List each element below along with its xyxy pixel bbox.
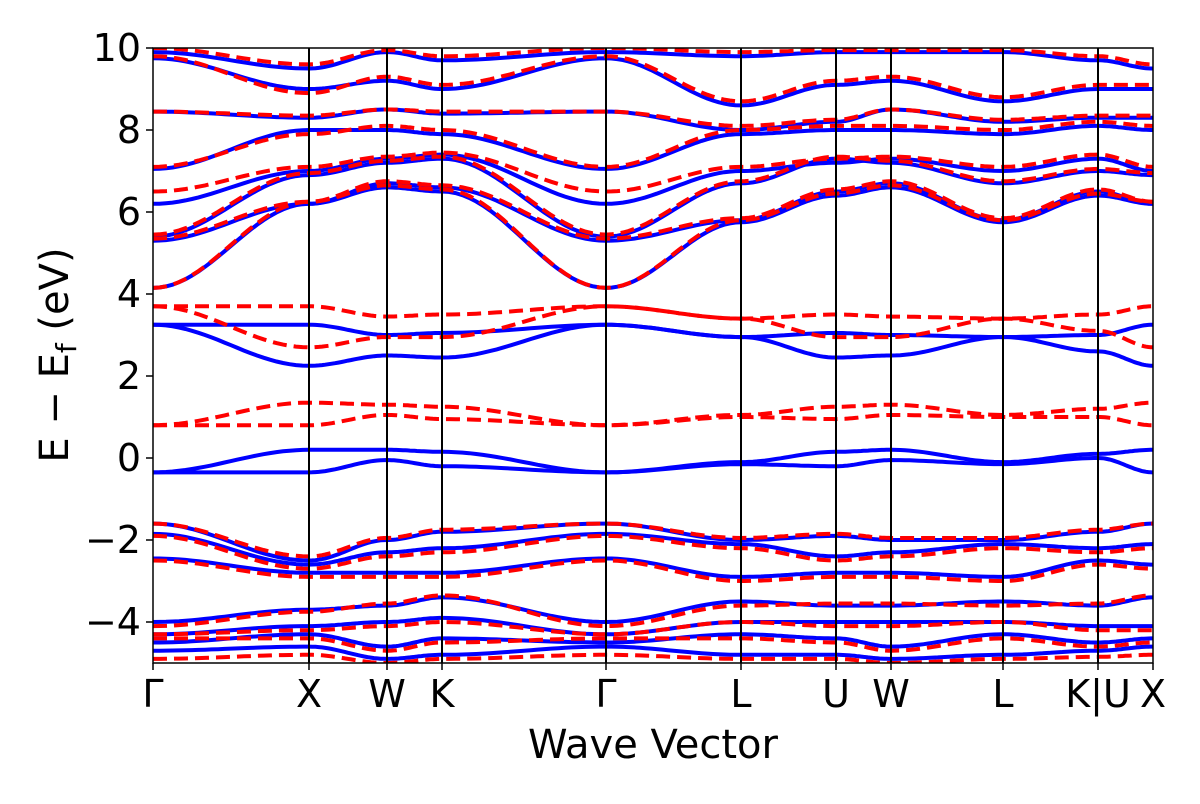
x-tick-label: W	[872, 672, 910, 716]
x-axis-label: Wave Vector	[528, 722, 779, 768]
x-tick-label: K|U	[1065, 672, 1131, 717]
spin-down-band-3	[153, 119, 1153, 169]
x-tick-label: K	[430, 672, 456, 716]
x-tick-label: X	[1140, 672, 1166, 716]
x-tick-label: Γ	[142, 672, 163, 716]
x-tick-label: W	[368, 672, 406, 716]
x-tick-label: L	[992, 672, 1013, 716]
x-tick-label: Γ	[595, 672, 616, 716]
y-axis: −4 −2 0 2 4 6 8 10	[85, 26, 153, 644]
y-tick-label: 6	[117, 190, 141, 234]
y-axis-label-subscript: f	[50, 342, 83, 353]
y-axis-label-main: E − E	[32, 353, 78, 463]
x-tick-label: L	[730, 672, 751, 716]
spin-down-band-1	[153, 54, 1153, 104]
spin-down-band-7	[153, 183, 1153, 290]
y-tick-label: −4	[85, 600, 141, 644]
x-tick-label: U	[822, 672, 850, 716]
y-axis-label: E − Ef (eV)	[32, 247, 83, 462]
y-axis-label-unit: (eV)	[32, 247, 78, 343]
y-tick-label: 10	[93, 26, 141, 70]
x-axis: Γ X W K Γ L U W L K|U X	[142, 663, 1166, 717]
spin-down-band-6	[153, 179, 1153, 241]
y-tick-label: 8	[117, 108, 141, 152]
y-tick-label: −2	[85, 518, 141, 562]
y-tick-label: 4	[117, 272, 141, 316]
plot-frame	[152, 47, 1154, 664]
x-tick-label: X	[296, 672, 322, 716]
y-tick-label: 0	[117, 436, 141, 480]
y-tick-label: 2	[117, 354, 141, 398]
high-symmetry-lines	[308, 48, 1099, 663]
